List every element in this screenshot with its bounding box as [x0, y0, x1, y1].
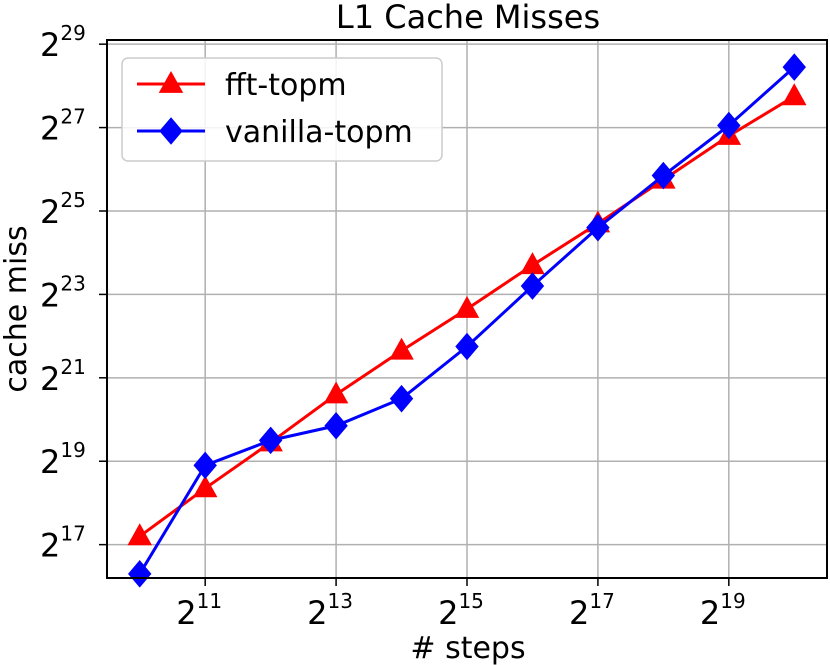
y-tick-label: 223	[40, 271, 86, 314]
data-point-diamond	[651, 161, 676, 190]
x-tick-label: 219	[700, 589, 746, 632]
x-tick-label: 211	[176, 589, 222, 632]
y-tick-label: 229	[40, 21, 86, 64]
y-tick-base: 2	[40, 527, 60, 565]
legend-label: fft-topm	[225, 68, 347, 103]
y-tick-exponent: 27	[60, 105, 85, 129]
y-tick-label: 221	[40, 355, 86, 398]
data-point-diamond	[258, 426, 283, 455]
x-tick-base: 2	[700, 594, 720, 632]
data-point-triangle	[323, 381, 349, 404]
y-tick-base: 2	[40, 26, 60, 64]
data-point-diamond	[782, 53, 806, 81]
data-point-diamond	[193, 451, 217, 480]
y-tick-label: 225	[40, 188, 86, 231]
y-tick-label: 227	[40, 105, 86, 148]
y-tick-exponent: 25	[60, 188, 85, 212]
legend-triangle-marker	[158, 70, 184, 93]
y-tick-exponent: 29	[60, 21, 85, 45]
y-tick-base: 2	[40, 110, 60, 148]
series-layer	[127, 53, 807, 588]
data-point-diamond	[586, 213, 610, 242]
x-tick-base: 2	[176, 594, 196, 632]
x-tick-exponent: 17	[589, 589, 614, 613]
legend: fft-topm vanilla-topm	[121, 57, 443, 162]
x-tick-label: 217	[569, 589, 615, 632]
legend-label: vanilla-topm	[225, 115, 413, 150]
y-tick-exponent: 19	[60, 438, 85, 462]
y-tick-label: 219	[40, 438, 86, 481]
data-point-diamond	[389, 384, 414, 413]
x-tick-base: 2	[438, 594, 458, 632]
x-tick-label: 213	[307, 589, 353, 632]
x-tick-exponent: 19	[720, 589, 745, 613]
data-point-triangle	[192, 475, 218, 498]
data-point-triangle	[127, 523, 152, 546]
data-point-diamond	[717, 111, 741, 140]
x-tick-base: 2	[307, 594, 327, 632]
y-tick-label: 217	[40, 522, 86, 565]
x-tick-exponent: 13	[328, 589, 353, 613]
data-point-diamond	[128, 560, 152, 588]
chart-title: L1 Cache Misses	[336, 0, 600, 36]
data-point-triangle	[389, 337, 414, 360]
data-point-diamond	[324, 412, 348, 440]
y-tick-base: 2	[40, 193, 60, 231]
y-tick-base: 2	[40, 360, 60, 398]
data-point-diamond	[455, 332, 479, 361]
x-tick-exponent: 11	[197, 589, 222, 613]
legend-diamond-marker	[159, 117, 183, 145]
data-point-diamond	[520, 272, 545, 300]
x-tick-label: 215	[438, 589, 484, 632]
data-point-triangle	[782, 83, 807, 106]
series-vanilla-topm	[128, 53, 806, 588]
x-tick-base: 2	[569, 594, 589, 632]
y-axis-label: cache miss	[0, 225, 34, 392]
x-tick-exponent: 15	[458, 589, 483, 613]
data-point-triangle	[454, 295, 480, 318]
y-tick-exponent: 23	[60, 271, 85, 295]
y-tick-exponent: 17	[60, 522, 85, 546]
y-tick-base: 2	[40, 276, 60, 314]
y-tick-exponent: 21	[60, 355, 85, 379]
x-axis-label: # steps	[410, 631, 525, 665]
y-tick-base: 2	[40, 443, 60, 481]
data-point-triangle	[520, 252, 545, 275]
